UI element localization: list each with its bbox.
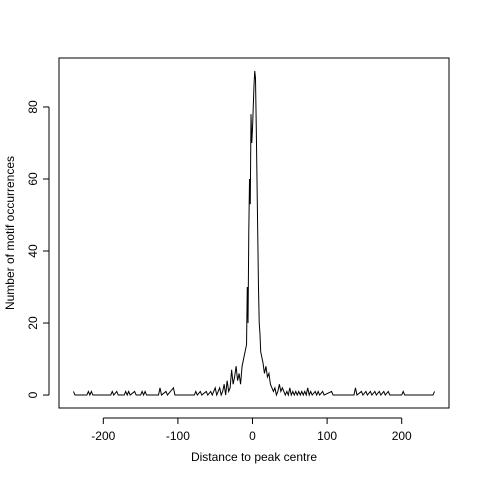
x-tick-label: 200 <box>392 429 412 443</box>
data-line <box>73 70 435 397</box>
x-tick-label: 100 <box>317 429 337 443</box>
x-tick-label: -200 <box>91 429 115 443</box>
x-tick-label: -100 <box>166 429 190 443</box>
y-tick-label: 20 <box>26 316 40 330</box>
y-tick-label: 80 <box>26 100 40 114</box>
x-tick-label: 0 <box>249 429 256 443</box>
y-axis-label: Number of motif occurrences <box>3 156 17 310</box>
y-tick-label: 60 <box>26 172 40 186</box>
y-tick-label: 0 <box>26 391 40 398</box>
x-axis-label: Distance to peak centre <box>191 450 317 464</box>
plot-box <box>58 57 450 409</box>
y-tick-label: 40 <box>26 244 40 258</box>
